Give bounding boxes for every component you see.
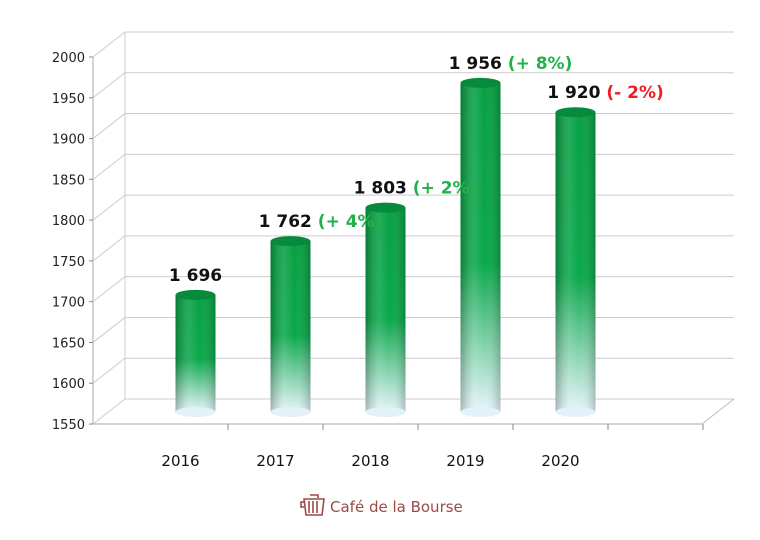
bar-top bbox=[270, 236, 311, 247]
data-label: 1 696 bbox=[169, 266, 222, 286]
change-label: (- 2%) bbox=[600, 83, 663, 103]
value-label: 1 920 bbox=[547, 83, 600, 103]
y-tick-label: 1650 bbox=[52, 336, 85, 351]
value-label: 1 803 bbox=[354, 179, 407, 199]
data-label: 1 803 (+ 2%) bbox=[354, 179, 478, 199]
bar-base bbox=[460, 407, 501, 417]
gridline-side bbox=[92, 194, 126, 221]
bar-2019 bbox=[460, 77, 501, 417]
bar-shading bbox=[175, 294, 216, 412]
y-tick-label: 1800 bbox=[52, 214, 85, 229]
bar-base bbox=[175, 407, 216, 417]
bar-2018 bbox=[365, 202, 406, 417]
gridline-side bbox=[92, 72, 126, 99]
x-tick-label: 2019 bbox=[446, 452, 484, 470]
gridline-side bbox=[92, 31, 126, 58]
y-tick-label: 1600 bbox=[52, 377, 85, 392]
bar-2017 bbox=[270, 236, 311, 417]
x-tick-label: 2018 bbox=[351, 452, 389, 470]
y-tick-label: 1750 bbox=[52, 255, 85, 270]
brand-name: Café de la Bourse bbox=[330, 498, 463, 516]
x-tick-label: 2016 bbox=[161, 452, 199, 470]
gridline-side bbox=[92, 357, 126, 384]
bar-shading bbox=[365, 207, 406, 412]
bar-top bbox=[460, 77, 501, 88]
coffee-cup-icon bbox=[300, 494, 325, 516]
value-label: 1 696 bbox=[169, 266, 222, 286]
bar-2020 bbox=[555, 107, 596, 417]
bar-shading bbox=[460, 82, 501, 412]
bar-top bbox=[555, 107, 596, 118]
bar-base bbox=[270, 407, 311, 417]
bar-base bbox=[365, 407, 406, 417]
y-tick-label: 2000 bbox=[52, 51, 85, 66]
data-label: 1 956 (+ 8%) bbox=[449, 54, 573, 74]
y-tick-label: 1550 bbox=[52, 418, 85, 433]
gridline-side bbox=[92, 276, 126, 303]
gridline-side bbox=[92, 153, 126, 180]
change-label: (+ 4%) bbox=[312, 212, 382, 232]
y-tick-label: 1950 bbox=[52, 92, 85, 107]
gridline-side bbox=[92, 113, 126, 139]
bar-top bbox=[175, 289, 216, 300]
change-label: (+ 2%) bbox=[407, 179, 477, 199]
floor-right-edge bbox=[701, 398, 735, 425]
gridline-side bbox=[92, 398, 126, 425]
x-tick-label: 2017 bbox=[256, 452, 294, 470]
footer-brand: Café de la Bourse bbox=[300, 494, 463, 516]
x-tick-label: 2020 bbox=[541, 452, 579, 470]
bar-top bbox=[365, 202, 406, 213]
bar-shading bbox=[270, 241, 311, 412]
value-label: 1 956 bbox=[449, 54, 502, 74]
value-label: 1 762 bbox=[259, 212, 312, 232]
gridline-side bbox=[92, 317, 126, 343]
bar-2016 bbox=[175, 289, 216, 417]
bar-base bbox=[555, 407, 596, 417]
gridline-side bbox=[92, 235, 126, 262]
change-label: (+ 8%) bbox=[502, 54, 572, 74]
y-tick-label: 1700 bbox=[52, 296, 85, 311]
data-label: 1 762 (+ 4%) bbox=[259, 212, 383, 232]
data-label: 1 920 (- 2%) bbox=[547, 83, 664, 103]
bar-shading bbox=[555, 112, 596, 412]
y-tick-label: 1900 bbox=[52, 133, 85, 148]
y-tick-label: 1850 bbox=[52, 173, 85, 188]
